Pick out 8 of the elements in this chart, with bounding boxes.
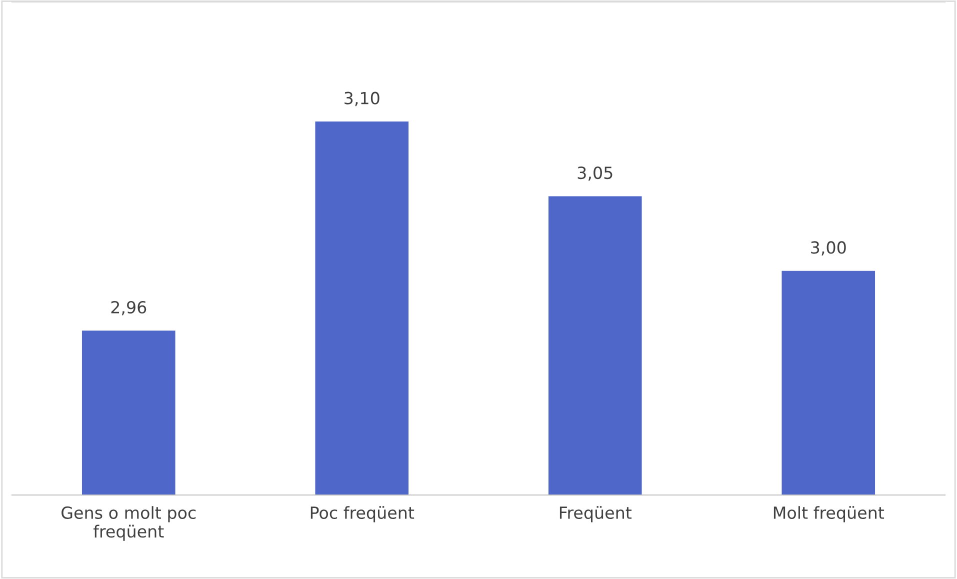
x-tick-label: Poc freqüent — [310, 506, 414, 522]
data-label: 3,00 — [811, 241, 846, 256]
x-tick-label: Gens o molt poc freqüent — [62, 506, 196, 541]
data-label: 3,05 — [578, 166, 612, 181]
data-label: 3,10 — [344, 92, 380, 106]
x-tick-label: Freqüent — [560, 506, 632, 522]
data-label: 2,96 — [111, 300, 146, 316]
x-tick-label: Molt freqüent — [774, 506, 884, 522]
